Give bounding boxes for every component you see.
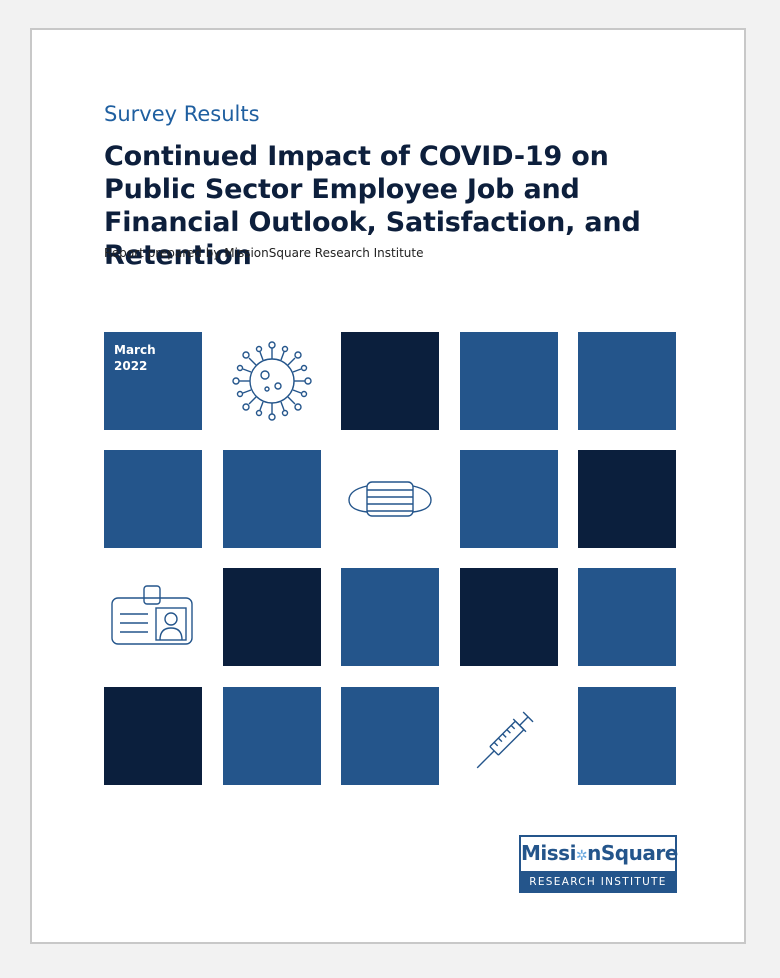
face-mask-icon [348,481,432,517]
id-badge-icon [111,585,193,645]
report-cover: Survey Results Continued Impact of COVID… [30,28,746,944]
eyebrow-label: Survey Results [104,102,260,126]
grid-tile [104,450,202,548]
grid-tile [341,568,439,666]
grid-tile [223,450,321,548]
logo-subtitle: RESEARCH INSTITUTE [519,871,677,893]
grid-tile [341,332,439,430]
grid-tile [341,687,439,785]
date-tile: March 2022 [104,332,202,430]
grid-tile [104,687,202,785]
grid-tile [223,687,321,785]
virus-icon [232,341,312,421]
grid-tile [578,568,676,666]
grid-tile [223,568,321,666]
grid-tile [460,450,558,548]
date-year: 2022 [114,359,148,373]
grid-tile [578,450,676,548]
missionsquare-logo: Missi✲nSquare RESEARCH INSTITUTE [519,835,678,893]
logo-wordmark-part1: Missi [521,841,576,865]
report-title: Continued Impact of COVID-19 on Public S… [104,141,641,271]
byline: Report prepared by MissionSquare Researc… [104,246,424,260]
syringe-icon [476,711,534,769]
logo-wordmark: Missi✲nSquare [519,835,678,871]
grid-tile [460,568,558,666]
logo-wordmark-part2: nSquare [587,841,678,865]
grid-tile [578,332,676,430]
date-month: March [114,343,156,357]
grid-tile [460,332,558,430]
logo-dot-icon: ✲ [575,848,588,864]
grid-tile [578,687,676,785]
